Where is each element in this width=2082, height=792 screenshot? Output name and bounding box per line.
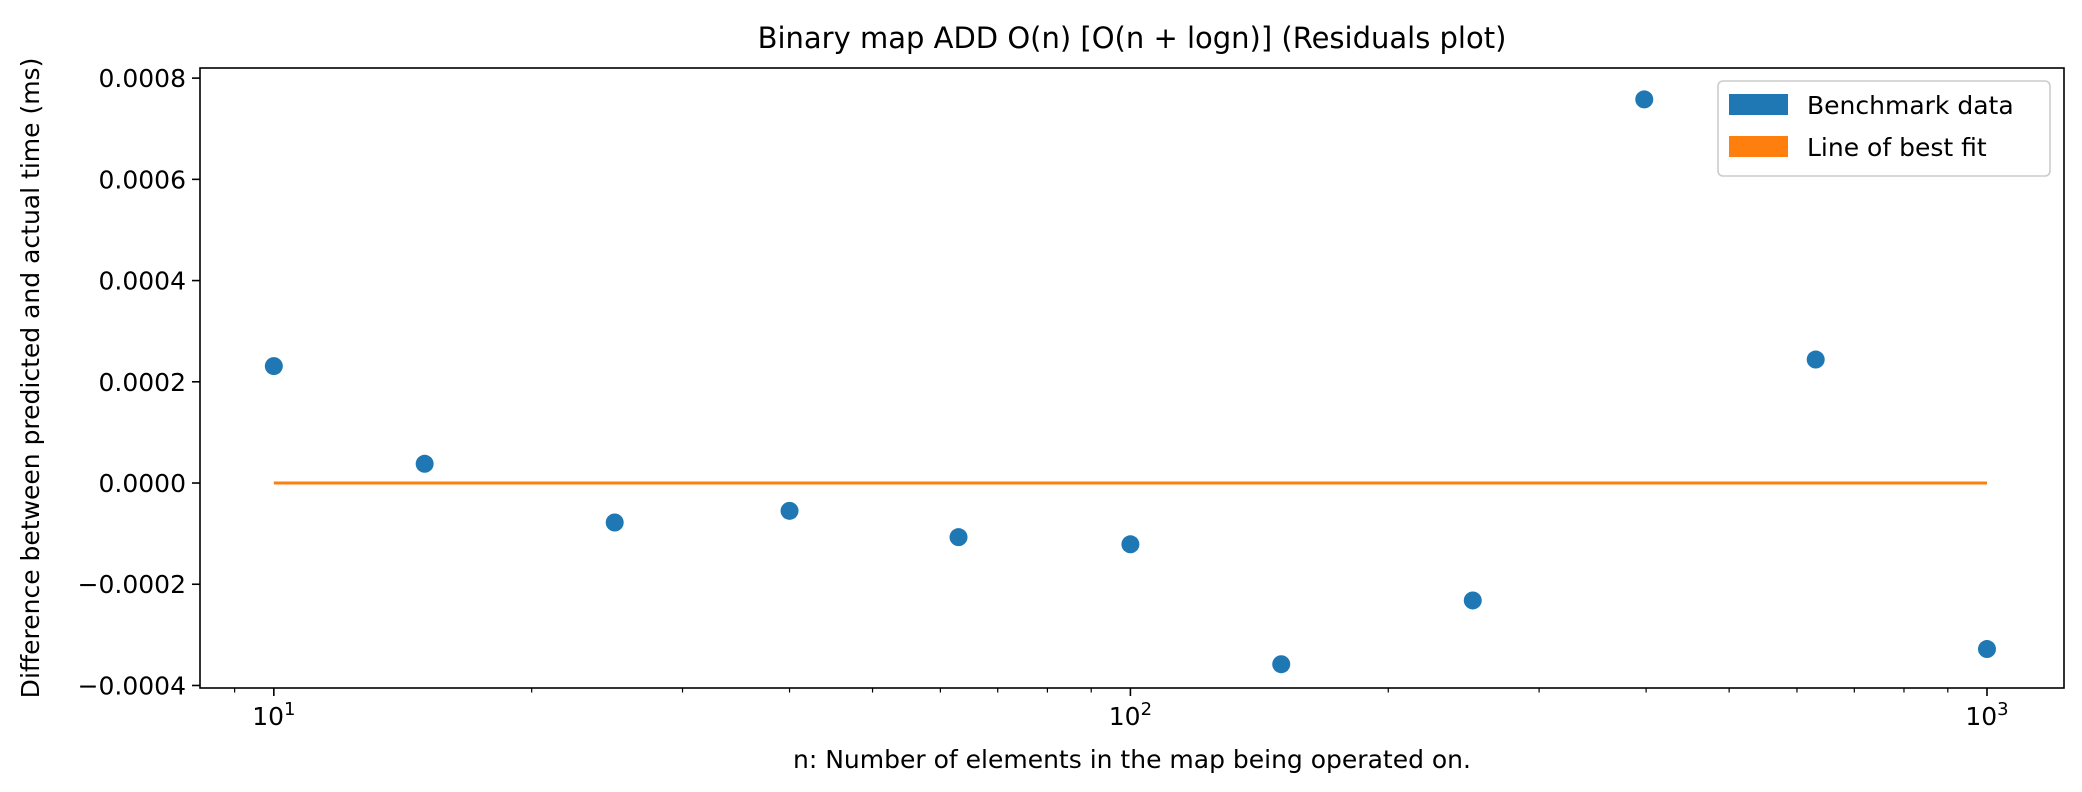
y-tick-label: −0.0002 xyxy=(78,570,186,599)
legend-swatch-line-of-best-fit xyxy=(1729,136,1788,157)
series-layer xyxy=(264,90,1996,674)
x-tick-label: 101 xyxy=(252,699,295,731)
data-point xyxy=(1977,640,1996,659)
x-tick-label: 102 xyxy=(1109,699,1152,731)
x-tick-label: 103 xyxy=(1965,699,2008,731)
y-tick-label: −0.0004 xyxy=(78,671,186,700)
y-tick-label: 0.0000 xyxy=(99,469,186,498)
data-point xyxy=(1806,350,1825,369)
legend-swatch-benchmark-data xyxy=(1729,94,1788,115)
data-point xyxy=(264,357,283,376)
data-point xyxy=(605,513,624,532)
y-tick-label: 0.0004 xyxy=(99,267,186,296)
legend-label-line-of-best-fit: Line of best fit xyxy=(1807,133,1987,162)
y-axis-ticks: −0.0004 −0.0002 0.0000 0.0002 0.0004 0.0006 0.… xyxy=(78,64,200,700)
data-point xyxy=(949,528,968,547)
data-point xyxy=(1272,655,1291,674)
legend-label-benchmark-data: Benchmark data xyxy=(1807,91,2014,120)
data-point xyxy=(1463,591,1482,610)
y-tick-label: 0.0006 xyxy=(99,165,186,194)
data-point xyxy=(415,454,434,473)
data-point xyxy=(1121,535,1140,554)
data-point xyxy=(780,501,799,520)
plot-frame xyxy=(199,67,2065,689)
y-tick-label: 0.0002 xyxy=(99,368,186,397)
chart-title: Binary map ADD O(n) [O(n + logn)] (Resid… xyxy=(758,21,1507,55)
y-axis-label: Difference between predicted and actual … xyxy=(16,58,45,699)
legend: Benchmark data Line of best fit xyxy=(1717,80,2051,177)
y-tick-label: 0.0008 xyxy=(99,64,186,93)
legend-box xyxy=(1717,80,2051,177)
x-axis-label: n: Number of elements in the map being o… xyxy=(793,745,1471,774)
x-axis-ticks: 101 102 103 xyxy=(234,688,2009,731)
data-point xyxy=(1635,90,1654,109)
